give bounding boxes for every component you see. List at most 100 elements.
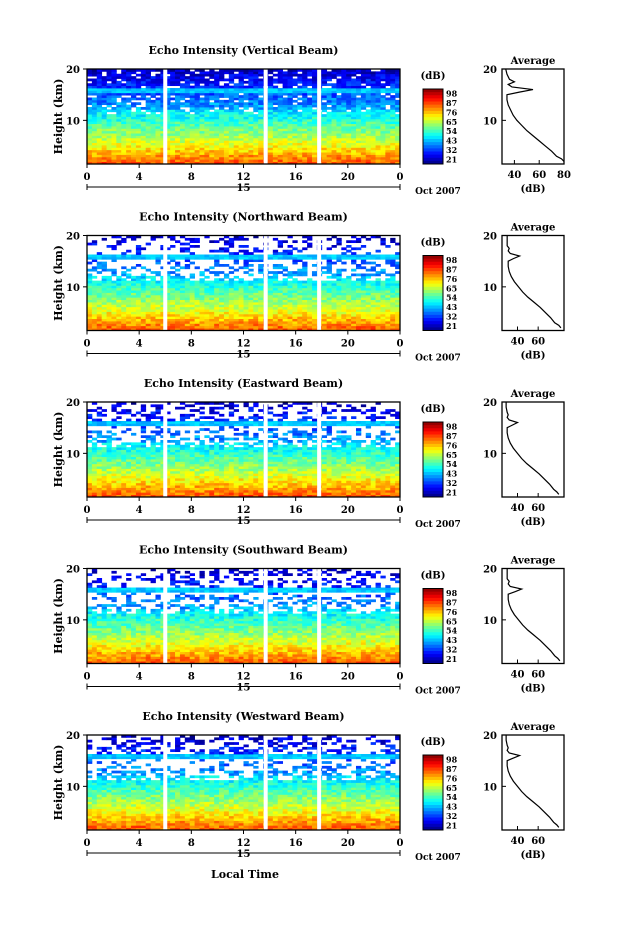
heatmap-cell xyxy=(321,256,328,260)
heatmap-cell xyxy=(87,142,93,146)
heatmap-cell xyxy=(370,299,376,303)
heatmap-cell xyxy=(228,482,235,486)
heatmap-cell xyxy=(199,306,205,310)
heatmap-cell xyxy=(395,102,401,106)
heatmap-cell xyxy=(135,73,142,77)
heatmap-cell xyxy=(204,88,210,91)
heatmap-cell xyxy=(223,283,230,286)
heatmap-cell xyxy=(116,76,122,79)
heatmap-cell xyxy=(96,135,103,139)
heatmap-cell xyxy=(385,259,391,263)
heatmap-cell xyxy=(243,261,249,265)
heatmap-cell xyxy=(204,135,210,139)
heatmap-cell xyxy=(258,73,264,77)
heatmap-cell xyxy=(121,294,127,298)
heatmap-cell xyxy=(355,325,362,329)
panel-title: Echo Intensity (Vertical Beam) xyxy=(148,44,338,57)
heatmap-cell xyxy=(175,325,181,329)
heatmap-cell xyxy=(106,133,112,136)
heatmap-cell xyxy=(209,133,215,136)
heatmap-cell xyxy=(170,118,176,122)
heatmap-cell xyxy=(165,135,171,139)
heatmap-cell xyxy=(243,102,249,106)
heatmap-cell xyxy=(321,316,328,320)
heatmap-cell xyxy=(150,271,156,274)
heatmap-cell xyxy=(341,142,347,146)
heatmap-cell xyxy=(101,76,107,79)
heatmap-cell xyxy=(287,107,293,110)
heatmap-cell xyxy=(282,306,288,310)
heatmap-cell xyxy=(121,487,127,491)
heatmap-cell xyxy=(101,487,107,491)
heatmap-cell xyxy=(272,133,279,136)
heatmap-cell xyxy=(282,107,288,110)
heatmap-cell xyxy=(385,285,391,289)
heatmap-cell xyxy=(302,140,308,144)
heatmap-cell xyxy=(140,478,147,481)
profile-y-tick-label: 10 xyxy=(483,116,497,127)
heatmap-cell xyxy=(370,109,376,113)
heatmap-cell xyxy=(179,104,186,108)
heatmap-cell xyxy=(214,254,220,258)
heatmap-cell xyxy=(390,78,396,82)
heatmap-cell xyxy=(395,316,401,320)
heatmap-cell xyxy=(302,313,308,317)
heatmap-cell xyxy=(126,294,132,298)
heatmap-cell xyxy=(360,130,367,134)
heatmap-cell xyxy=(194,304,200,308)
heatmap-cell xyxy=(228,147,235,151)
heatmap-cell xyxy=(160,316,166,320)
heatmap-cell xyxy=(209,287,215,291)
heatmap-cell xyxy=(175,123,181,127)
heatmap-cell xyxy=(375,104,381,108)
heatmap-cell xyxy=(209,69,215,72)
heatmap-cell xyxy=(106,147,112,151)
heatmap-cell xyxy=(179,290,186,293)
heatmap-cell xyxy=(297,478,303,481)
heatmap-cell xyxy=(336,283,342,286)
heatmap-cell xyxy=(140,95,147,98)
heatmap-cell xyxy=(219,292,225,296)
heatmap-cell xyxy=(243,245,249,248)
heatmap-cell xyxy=(380,290,386,293)
heatmap-cell xyxy=(321,287,328,291)
heatmap-cell xyxy=(253,149,259,153)
heatmap-cell xyxy=(341,280,347,284)
heatmap-cell xyxy=(140,328,147,331)
heatmap-cell xyxy=(155,318,161,322)
colorbar-band xyxy=(423,314,443,319)
heatmap-cell xyxy=(287,275,293,279)
heatmap-cell xyxy=(135,137,142,141)
heatmap-cell xyxy=(331,159,337,163)
heatmap-cell xyxy=(311,487,318,491)
heatmap-cell xyxy=(267,292,274,296)
heatmap-cell xyxy=(380,306,386,310)
colorbar-tick-label: 65 xyxy=(446,117,457,127)
heatmap-cell xyxy=(175,111,181,115)
heatmap-cell xyxy=(326,268,332,272)
heatmap-cell xyxy=(140,489,147,493)
heatmap-cell xyxy=(267,83,274,87)
heatmap-cell xyxy=(321,118,328,122)
heatmap-cell xyxy=(267,299,274,303)
heatmap-cell xyxy=(375,154,381,158)
heatmap-cell xyxy=(272,278,279,282)
heatmap-cell xyxy=(351,302,357,305)
heatmap-cell xyxy=(223,313,230,317)
heatmap-cell xyxy=(302,304,308,308)
heatmap-cell xyxy=(336,140,342,144)
heatmap-cell xyxy=(96,145,103,148)
heatmap-cell xyxy=(292,316,298,320)
heatmap-cell xyxy=(243,92,249,96)
heatmap-cell xyxy=(126,304,132,308)
heatmap-cell xyxy=(248,256,254,260)
colorbar-band xyxy=(423,107,443,112)
heatmap-cell xyxy=(155,328,161,331)
heatmap-cell xyxy=(321,482,328,486)
heatmap-cell xyxy=(238,159,244,163)
heatmap-cell xyxy=(160,299,166,303)
heatmap-cell xyxy=(160,480,166,484)
heatmap-cell xyxy=(243,264,249,267)
heatmap-cell xyxy=(331,273,337,277)
heatmap-cell xyxy=(336,485,342,488)
